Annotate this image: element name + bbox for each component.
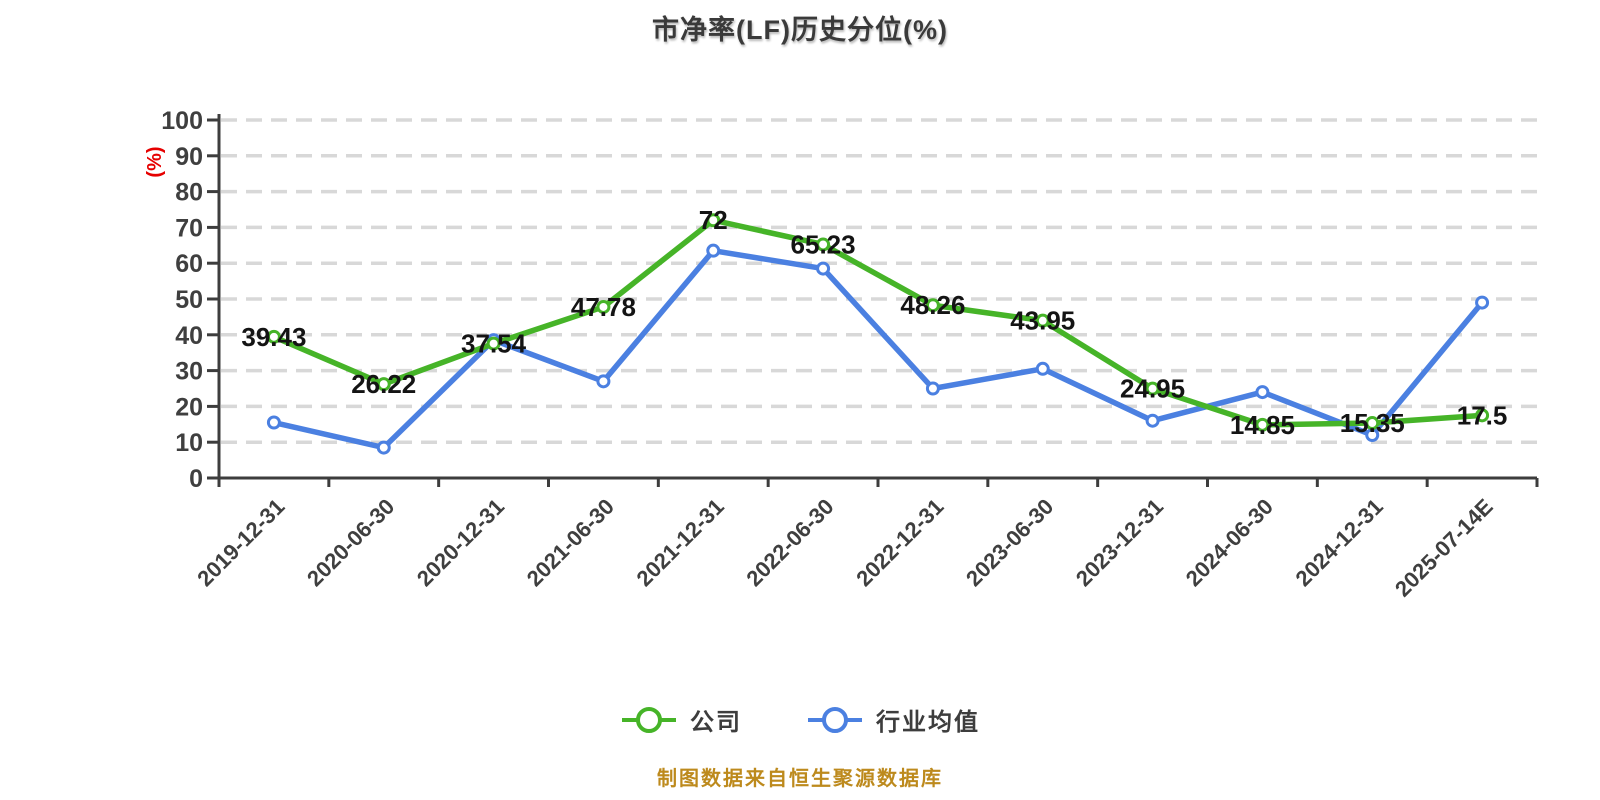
data-point bbox=[376, 377, 391, 392]
data-point bbox=[1365, 416, 1380, 431]
axes bbox=[207, 114, 1539, 487]
x-tick-label: 2020-12-31 bbox=[412, 494, 509, 591]
industry-series-marker-icon bbox=[808, 706, 862, 733]
x-tick-label: 2023-12-31 bbox=[1071, 494, 1168, 591]
y-tick-label: 70 bbox=[175, 214, 203, 242]
data-label: 17.5 bbox=[1457, 400, 1508, 430]
data-source-note: 制图数据来自恒生聚源数据库 bbox=[657, 768, 943, 790]
data-point bbox=[1475, 295, 1490, 310]
legend: 公司 行业均值 bbox=[0, 702, 1600, 737]
legend-label-company: 公司 bbox=[690, 709, 742, 736]
data-label: 65.23 bbox=[791, 229, 856, 259]
x-tick-label: 2019-12-31 bbox=[192, 494, 289, 591]
series-line-1 bbox=[271, 217, 1485, 428]
x-tick-label: 2020-06-30 bbox=[302, 494, 399, 591]
data-point bbox=[1035, 313, 1050, 328]
data-point bbox=[1145, 381, 1160, 396]
data-point bbox=[266, 329, 281, 344]
x-tick-label: 2024-12-31 bbox=[1291, 494, 1388, 591]
data-point bbox=[706, 213, 721, 228]
data-label: 15.35 bbox=[1340, 408, 1405, 438]
x-tick-label: 2021-06-30 bbox=[522, 494, 619, 591]
y-tick-label: 20 bbox=[175, 393, 203, 421]
data-point bbox=[816, 237, 831, 252]
data-point bbox=[1255, 417, 1270, 432]
gridlines bbox=[221, 118, 1537, 444]
data-point bbox=[1475, 408, 1490, 423]
data-label: 72 bbox=[699, 205, 728, 235]
data-point bbox=[486, 336, 501, 351]
company-series-marker-icon bbox=[622, 706, 676, 733]
x-tick-label: 2021-12-31 bbox=[632, 494, 729, 591]
data-point bbox=[266, 415, 281, 430]
x-tick-label: 2023-06-30 bbox=[961, 494, 1058, 591]
series-公司 bbox=[266, 213, 1490, 432]
y-tick-label: 90 bbox=[175, 143, 203, 171]
x-tick-label: 2024-06-30 bbox=[1181, 494, 1278, 591]
y-tick-label: 40 bbox=[175, 322, 203, 350]
y-tick-label: 30 bbox=[175, 358, 203, 386]
y-axis-labels: 0 10 20 30 40 50 60 70 80 90 100 bbox=[161, 107, 203, 493]
data-point bbox=[1255, 385, 1270, 400]
y-tick-label: 100 bbox=[161, 107, 203, 135]
chart-title: 市净率(LF)历史分位(%) bbox=[652, 15, 948, 45]
data-label: 14.85 bbox=[1230, 410, 1295, 440]
legend-label-industry-average: 行业均值 bbox=[876, 709, 980, 736]
data-point bbox=[376, 440, 391, 455]
x-tick-label: 2025-07-14E bbox=[1390, 494, 1498, 602]
data-point bbox=[596, 299, 611, 314]
x-tick-label: 2022-12-31 bbox=[851, 494, 948, 591]
data-point bbox=[1035, 361, 1050, 376]
y-tick-label: 10 bbox=[175, 429, 203, 457]
series-行业均值 bbox=[266, 243, 1490, 455]
y-tick-label: 0 bbox=[189, 465, 203, 493]
data-label: 24.95 bbox=[1120, 374, 1185, 404]
data-label: 26.22 bbox=[351, 369, 416, 399]
data-labels: 39.43 26.22 37.54 47.78 72 65.23 48.26 43.95 24.… bbox=[241, 205, 1507, 440]
data-point bbox=[1145, 413, 1160, 428]
data-label: 47.78 bbox=[571, 292, 636, 322]
data-label: 37.54 bbox=[461, 329, 527, 359]
legend-item-company[interactable]: 公司 bbox=[620, 702, 742, 737]
legend-item-industry-average[interactable]: 行业均值 bbox=[806, 702, 980, 737]
data-point bbox=[925, 381, 940, 396]
data-point bbox=[816, 261, 831, 276]
y-tick-label: 80 bbox=[175, 179, 203, 207]
data-label: 39.43 bbox=[241, 322, 306, 352]
data-label: 48.26 bbox=[900, 290, 965, 320]
data-label: 43.95 bbox=[1010, 306, 1075, 336]
series-line-0 bbox=[271, 247, 1485, 451]
x-tick-label: 2022-06-30 bbox=[741, 494, 838, 591]
y-tick-label: 50 bbox=[175, 286, 203, 314]
y-tick-label: 60 bbox=[175, 250, 203, 278]
x-axis-labels: 2019-12-31 2020-06-30 2020-12-31 2021-06-30… bbox=[192, 494, 1497, 602]
data-point bbox=[925, 298, 940, 313]
data-point bbox=[596, 374, 611, 389]
data-point bbox=[706, 243, 721, 258]
